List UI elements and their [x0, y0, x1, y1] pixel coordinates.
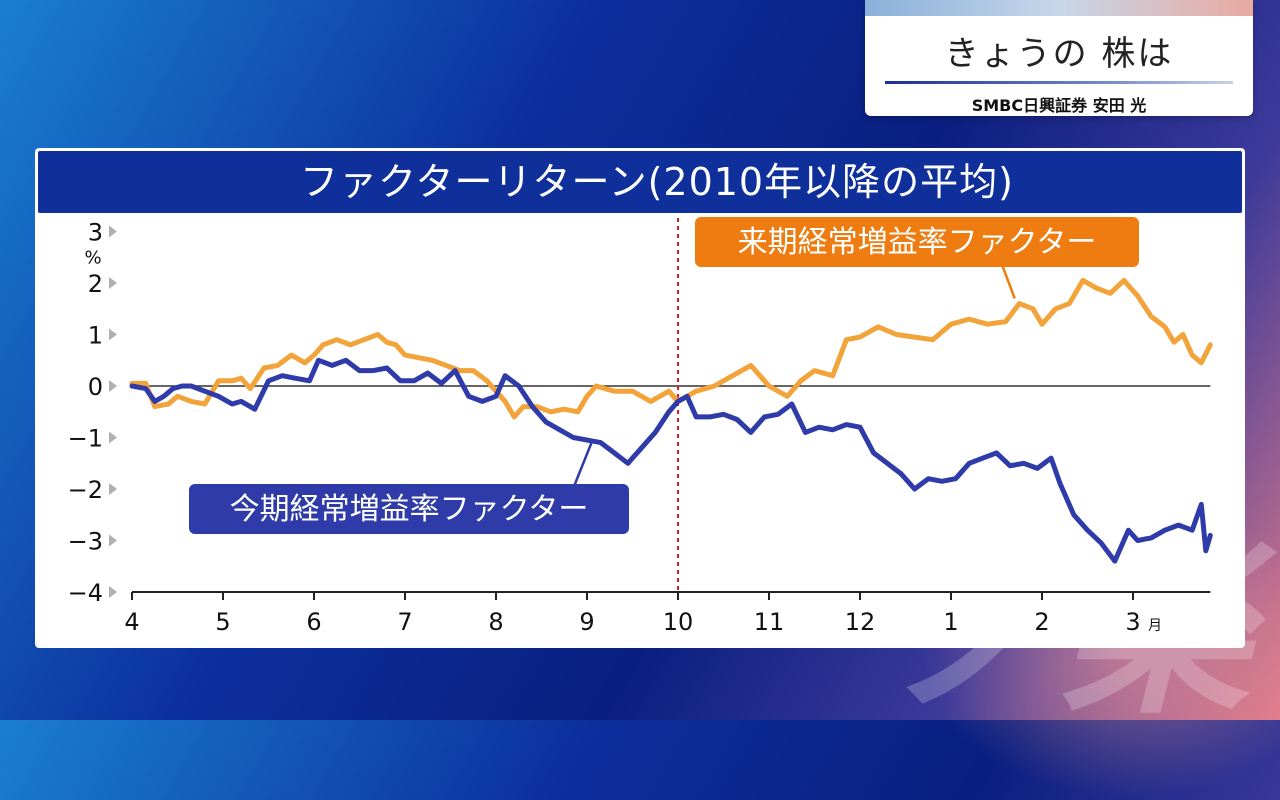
x-tick-label: 4 — [124, 608, 139, 636]
chart-title: ファクターリターン(2010年以降の平均) — [38, 151, 1242, 213]
y-tick-marker — [109, 328, 117, 341]
y-axis-unit: % — [84, 248, 101, 269]
series-line-next-period — [129, 277, 1213, 420]
x-tick-label: 7 — [397, 608, 412, 636]
caption-title: きょうの 株は — [944, 34, 1174, 74]
x-tick-label: 6 — [306, 608, 321, 636]
series-label-next-period: 来期経常増益率ファクター — [738, 225, 1097, 260]
label-pointer-next-period — [999, 261, 1016, 299]
x-tick-label: 2 — [1034, 608, 1049, 636]
series-line-current-period — [129, 357, 1213, 564]
y-tick-label: 1 — [88, 322, 103, 350]
y-tick-label: 0 — [88, 373, 103, 401]
x-tick-label: 12 — [845, 608, 876, 636]
series-label-box-current-period — [189, 484, 629, 534]
label-pointer-current-period — [572, 442, 593, 489]
x-axis-unit: 月 — [1148, 618, 1162, 634]
program-caption: きょうの 株は SMBC日興証券 安田 光 — [865, 0, 1253, 116]
x-tick-label: 11 — [754, 608, 785, 636]
y-tick-marker — [109, 277, 117, 289]
y-tick-label: −4 — [68, 579, 103, 607]
caption-subtitle: SMBC日興証券 安田 光 — [971, 96, 1147, 115]
x-tick-label: 8 — [488, 608, 503, 636]
y-tick-marker — [109, 534, 117, 547]
series-label-box-next-period — [695, 217, 1139, 267]
y-tick-marker — [109, 431, 117, 444]
x-tick-label: 1 — [943, 608, 958, 636]
y-tick-marker — [109, 483, 117, 495]
series-label-current-period: 今期経常増益率ファクター — [230, 492, 589, 527]
y-tick-marker — [109, 225, 117, 238]
caption-topbar — [865, 0, 1253, 16]
y-tick-marker — [109, 586, 117, 598]
x-tick-label: 5 — [215, 608, 230, 636]
y-tick-label: 3 — [88, 219, 103, 247]
y-tick-label: 2 — [88, 270, 103, 298]
chart-panel: ファクターリターン(2010年以降の平均) 3 2 1 0 −1 −2 −3 −4% 4 5 6 7 8… — [35, 148, 1245, 648]
caption-rule — [885, 81, 1233, 84]
x-tick-label: 3 — [1125, 608, 1140, 636]
x-tick-label: 10 — [663, 608, 694, 636]
y-tick-label: −2 — [68, 476, 103, 504]
y-tick-marker — [109, 380, 117, 392]
x-tick-label: 9 — [579, 608, 594, 636]
y-tick-label: −3 — [68, 528, 103, 556]
y-tick-label: −1 — [68, 425, 103, 453]
